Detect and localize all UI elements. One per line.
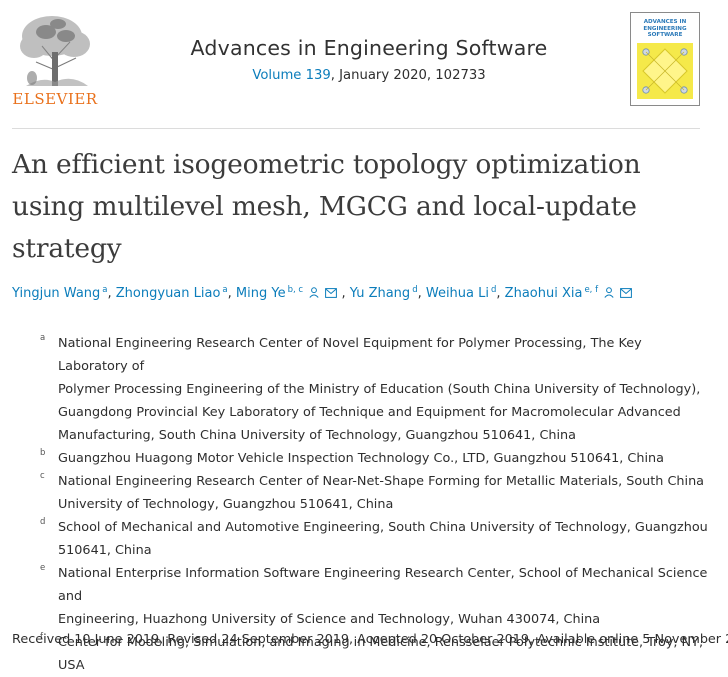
volume-link[interactable]: Volume 139 bbox=[252, 68, 331, 83]
affiliations-list: a National Engineering Research Center o… bbox=[40, 332, 710, 677]
publisher-name: ELSEVIER bbox=[12, 90, 98, 108]
elsevier-tree-icon bbox=[12, 12, 98, 90]
affiliation-label: d bbox=[40, 517, 46, 527]
author-list: Yingjun Wang a, Zhongyuan Liao a, Ming Ye b… bbox=[12, 285, 722, 301]
affiliation-label: e bbox=[40, 563, 46, 573]
mail-icon[interactable] bbox=[620, 288, 633, 298]
author-link[interactable]: Ming Ye b, c bbox=[236, 285, 342, 301]
affiliation-e: e National Enterprise Information Softwa… bbox=[40, 562, 710, 631]
elsevier-logo[interactable]: ELSEVIER bbox=[12, 12, 98, 108]
affiliation-label: a bbox=[40, 333, 46, 343]
mail-icon[interactable] bbox=[325, 288, 338, 298]
journal-meta: Volume 139, January 2020, 102733 bbox=[120, 68, 618, 83]
article-history: Received 10 June 2019, Revised 24 Septem… bbox=[12, 632, 728, 647]
header-divider bbox=[12, 128, 700, 129]
cover-art-icon bbox=[637, 43, 693, 99]
affiliation-label: c bbox=[40, 471, 45, 481]
person-icon bbox=[309, 287, 319, 298]
cover-title: ADVANCES IN ENGINEERING SOFTWARE bbox=[643, 19, 687, 38]
affiliation-label: f bbox=[40, 632, 43, 642]
affiliation-d: d School of Mechanical and Automotive En… bbox=[40, 516, 710, 562]
affiliation-c: c National Engineering Research Center o… bbox=[40, 470, 710, 516]
affiliation-b: b Guangzhou Huagong Motor Vehicle Inspec… bbox=[40, 447, 710, 470]
article-title: An efficient isogeometric topology optim… bbox=[12, 149, 641, 264]
affiliation-a: a National Engineering Research Center o… bbox=[40, 332, 710, 447]
issue-info: , January 2020, 102733 bbox=[330, 68, 486, 83]
affiliation-label: b bbox=[40, 448, 46, 458]
author-link[interactable]: Weihua Li d bbox=[425, 285, 497, 301]
author-link[interactable]: Zhaohui Xia e, f bbox=[505, 285, 633, 301]
author-link[interactable]: Yingjun Wang a bbox=[12, 285, 108, 301]
author-link[interactable]: Yu Zhang d bbox=[349, 285, 418, 301]
person-icon bbox=[604, 287, 614, 298]
journal-header: Advances in Engineering Software Volume … bbox=[120, 36, 618, 83]
author-link[interactable]: Zhongyuan Liao a bbox=[115, 285, 228, 301]
journal-cover[interactable]: ADVANCES IN ENGINEERING SOFTWARE bbox=[630, 12, 700, 106]
journal-title[interactable]: Advances in Engineering Software bbox=[190, 36, 548, 60]
